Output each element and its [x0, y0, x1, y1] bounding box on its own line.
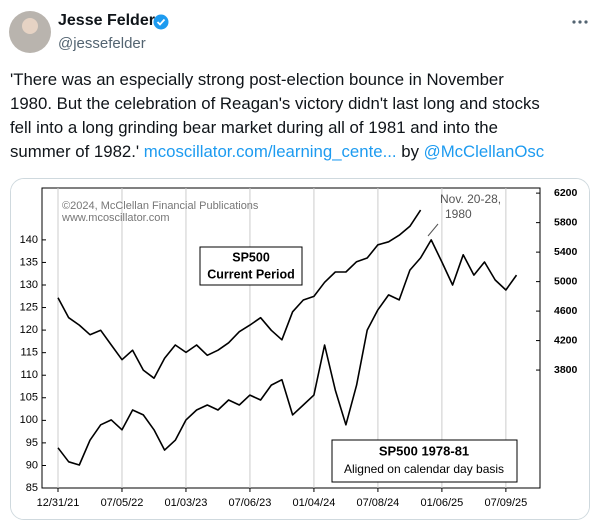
text-line: 1980. But the celebration of Reagan's vi…	[10, 94, 540, 113]
text-line: fell into a long grinding bear market du…	[10, 118, 498, 137]
annotation: SP500	[232, 250, 270, 264]
text-line: 'There was an especially strong post-ele…	[10, 70, 504, 89]
x-tick-label: 01/03/23	[165, 497, 208, 509]
y2-tick-label: 5400	[554, 246, 578, 258]
author-handle[interactable]: @jessefelder	[58, 35, 146, 52]
verified-badge	[153, 14, 169, 30]
y2-tick-label: 4200	[554, 334, 578, 346]
label-box	[199, 246, 303, 286]
y-tick-label: 125	[20, 301, 38, 313]
y-tick-label: 110	[20, 369, 38, 381]
y-tick-label: 115	[20, 347, 38, 359]
y2-tick-label: 5800	[554, 216, 578, 228]
annotation: ©2024, McClellan Financial Publications	[62, 200, 259, 212]
text-line: summer of 1982.'	[10, 142, 140, 161]
more-button[interactable]	[572, 20, 588, 24]
link[interactable]: mcoscillator.com/learning_cente...	[143, 142, 397, 161]
author-name[interactable]: Jesse Felder	[58, 12, 155, 29]
mention[interactable]: @McClellanOsc	[423, 142, 545, 161]
x-tick-label: 07/06/23	[229, 497, 272, 509]
chart-image[interactable]: ©2024, McClellan Financial Publications …	[10, 178, 590, 520]
annotation: www.mcoscillator.com	[61, 212, 170, 224]
y2-tick-label: 3800	[554, 364, 578, 376]
text-line: summer of 1982.' mcoscillator.com/learni…	[10, 140, 544, 164]
y-tick-label: 100	[20, 414, 38, 426]
y-tick-label: 105	[20, 392, 38, 404]
tweet-text: 'There was an especially strong post-ele…	[10, 68, 544, 164]
x-tick-label: 07/08/24	[356, 497, 399, 509]
x-tick-label: 01/06/25	[420, 497, 463, 509]
by-text: by	[401, 142, 419, 161]
y-tick-label: 85	[26, 482, 38, 494]
x-tick-label: 07/09/25	[484, 497, 527, 509]
y2-tick-label: 5000	[554, 275, 578, 287]
annotation: Current Period	[207, 267, 295, 281]
label-box	[331, 439, 518, 483]
y-tick-label: 135	[20, 256, 38, 268]
plot-frame	[41, 187, 541, 489]
annotation: 1980	[445, 207, 472, 221]
series-line	[57, 209, 422, 379]
header-icons	[9, 11, 588, 53]
annotation: Nov. 20-28,	[440, 192, 501, 206]
annotation: Aligned on calendar day basis	[344, 462, 504, 476]
x-tick-label: 12/31/21	[37, 497, 80, 509]
series-line	[57, 239, 518, 466]
y2-tick-label: 6200	[554, 187, 578, 199]
y-tick-label: 120	[20, 324, 38, 336]
y-tick-label: 90	[26, 459, 38, 471]
arrow	[427, 223, 439, 237]
annotation: SP500 1978-81	[379, 443, 469, 458]
verified-check	[156, 18, 166, 26]
y2-tick-label: 4600	[554, 305, 578, 317]
x-tick-label: 07/05/22	[101, 497, 144, 509]
y-tick-label: 95	[26, 437, 38, 449]
y-tick-label: 140	[20, 234, 38, 246]
avatar-face	[22, 18, 38, 34]
x-tick-label: 01/04/24	[293, 497, 336, 509]
y-tick-label: 130	[20, 279, 38, 291]
chart: ©2024, McClellan Financial Publications …	[11, 179, 589, 519]
